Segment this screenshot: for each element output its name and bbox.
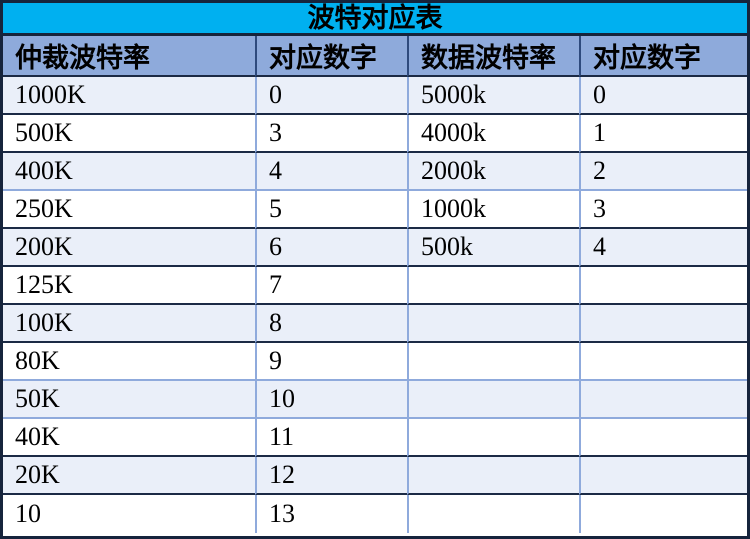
table-row: 20K 12	[3, 457, 747, 495]
table-cell: 6	[255, 229, 407, 267]
table-cell: 200K	[3, 229, 255, 267]
table-cell: 11	[255, 419, 407, 457]
table-cell: 10	[3, 495, 255, 533]
table-cell: 5000k	[407, 77, 579, 115]
table-cell: 0	[579, 77, 747, 115]
table-cell	[407, 305, 579, 343]
table-row: 125K 7	[3, 267, 747, 305]
table-cell: 500k	[407, 229, 579, 267]
table-row: 200K 6 500k 4	[3, 229, 747, 267]
table-cell: 40K	[3, 419, 255, 457]
table-cell: 100K	[3, 305, 255, 343]
table-cell: 10	[255, 381, 407, 419]
header-data-number: 对应数字	[579, 36, 747, 77]
table-row: 10 13	[3, 495, 747, 533]
table-body: 1000K 0 5000k 0 500K 3 4000k 1 400K 4 2000k 2 250K 5 1…	[3, 77, 747, 533]
table-cell	[407, 343, 579, 381]
table-cell: 13	[255, 495, 407, 533]
table-cell: 4	[579, 229, 747, 267]
table-cell: 0	[255, 77, 407, 115]
table-cell: 1000k	[407, 191, 579, 229]
table-cell: 50K	[3, 381, 255, 419]
table-cell: 500K	[3, 115, 255, 153]
table-cell: 125K	[3, 267, 255, 305]
header-data-baud-rate: 数据波特率	[407, 36, 579, 77]
table-cell: 7	[255, 267, 407, 305]
table-cell: 250K	[3, 191, 255, 229]
table-cell	[579, 381, 747, 419]
table-cell	[579, 305, 747, 343]
table-row: 250K 5 1000k 3	[3, 191, 747, 229]
table-cell	[407, 381, 579, 419]
table-cell: 3	[579, 191, 747, 229]
table-title: 波特对应表	[3, 3, 747, 36]
table-cell: 4	[255, 153, 407, 191]
table-cell: 5	[255, 191, 407, 229]
table-row: 40K 11	[3, 419, 747, 457]
table-cell: 3	[255, 115, 407, 153]
table-cell: 2000k	[407, 153, 579, 191]
baud-rate-table: 仲裁波特率 对应数字 数据波特率 对应数字 1000K 0 5000k 0 500K 3 4…	[3, 36, 747, 533]
table-cell	[579, 267, 747, 305]
table-cell: 80K	[3, 343, 255, 381]
table-cell: 8	[255, 305, 407, 343]
table-cell	[579, 419, 747, 457]
table-row: 100K 8	[3, 305, 747, 343]
table-cell	[407, 457, 579, 495]
table-row: 50K 10	[3, 381, 747, 419]
table-cell: 20K	[3, 457, 255, 495]
table-cell: 4000k	[407, 115, 579, 153]
table-row: 1000K 0 5000k 0	[3, 77, 747, 115]
table-row: 400K 4 2000k 2	[3, 153, 747, 191]
table-row: 80K 9	[3, 343, 747, 381]
table-cell	[579, 457, 747, 495]
table-cell: 12	[255, 457, 407, 495]
table-cell: 1	[579, 115, 747, 153]
table-cell	[579, 495, 747, 533]
table-cell: 9	[255, 343, 407, 381]
table-cell: 2	[579, 153, 747, 191]
header-arbitration-number: 对应数字	[255, 36, 407, 77]
header-arbitration-baud-rate: 仲裁波特率	[3, 36, 255, 77]
table-row: 500K 3 4000k 1	[3, 115, 747, 153]
table-cell	[407, 495, 579, 533]
table-cell: 1000K	[3, 77, 255, 115]
table-header-row: 仲裁波特率 对应数字 数据波特率 对应数字	[3, 36, 747, 77]
table-cell	[579, 343, 747, 381]
table-cell: 400K	[3, 153, 255, 191]
table-cell	[407, 419, 579, 457]
table-cell	[407, 267, 579, 305]
